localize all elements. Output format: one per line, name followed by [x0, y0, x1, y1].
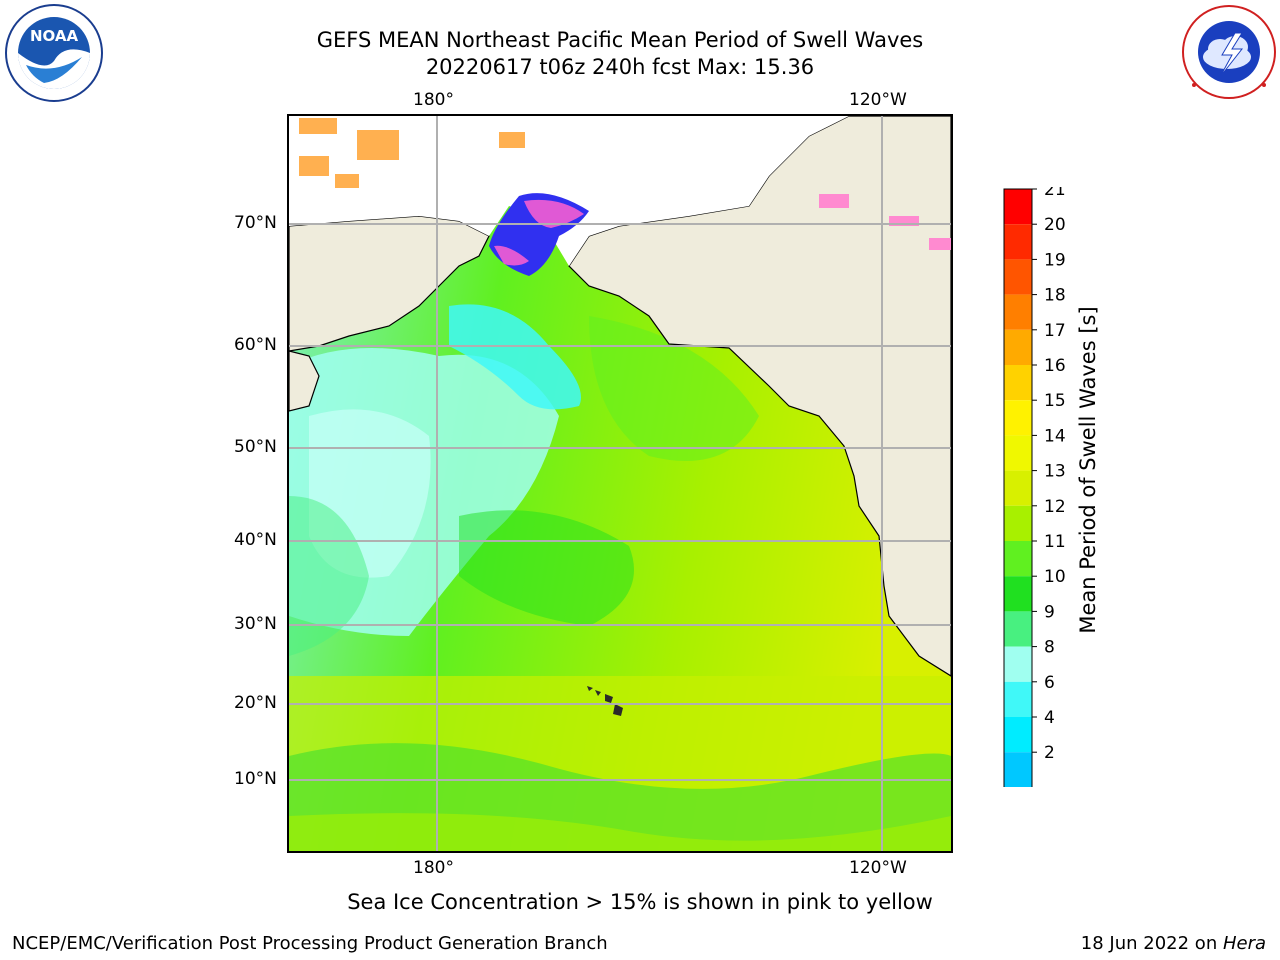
footer-date-text: 18 Jun 2022 on [1080, 933, 1223, 954]
lat-label-10n: 10°N [234, 769, 277, 789]
colorbar-segment [1004, 294, 1032, 330]
lat-label-30n: 30°N [234, 614, 277, 634]
colorbar-tick-label: 13 [1044, 462, 1066, 482]
colorbar-segment [1004, 505, 1032, 541]
colorbar-segment [1004, 752, 1032, 788]
colorbar-svg: 21 20 19 18 17 16 15 14 13 12 11 10 9 8 6 4 2 [1003, 180, 1066, 852]
lon-label-top-180: 180° [413, 90, 454, 110]
colorbar-tick-label: 14 [1044, 426, 1066, 446]
nws-logo [1180, 3, 1278, 101]
colorbar-tick-label: 19 [1044, 250, 1066, 270]
colorbar-segment [1004, 365, 1032, 401]
colorbar-segment [1004, 681, 1032, 717]
lon-label-bottom-180: 180° [413, 858, 454, 878]
footer-credit: NCEP/EMC/Verification Post Processing Pr… [12, 933, 608, 954]
colorbar-segment [1004, 646, 1032, 682]
colorbar-segment [1004, 400, 1032, 436]
colorbar-segment [1004, 470, 1032, 506]
colorbar: 21 20 19 18 17 16 15 14 13 12 11 10 9 8 6 4 2 [1000, 180, 1120, 852]
map-panel [287, 114, 953, 853]
colorbar-tick-label: 12 [1044, 497, 1066, 517]
colorbar-tick-label: 2 [1044, 743, 1055, 763]
lat-label-50n: 50°N [234, 437, 277, 457]
colorbar-tick-label: 10 [1044, 567, 1066, 587]
colorbar-segment [1004, 259, 1032, 295]
colorbar-segment [1004, 717, 1032, 753]
colorbar-segment [1004, 611, 1032, 647]
noaa-logo-text: NOAA [30, 27, 79, 45]
lat-label-60n: 60°N [234, 335, 277, 355]
chart-title: GEFS MEAN Northeast Pacific Mean Period … [316, 28, 924, 52]
footer-host: Hera [1222, 933, 1266, 954]
colorbar-tick-label: 17 [1044, 321, 1066, 341]
land-kamchatka [289, 350, 320, 412]
colorbar-segment [1004, 435, 1032, 471]
colorbar-tick-label: 16 [1044, 356, 1066, 376]
land-asia [289, 215, 490, 352]
colorbar-tick-label: 21 [1044, 187, 1066, 200]
lon-label-top-120w: 120°W [849, 90, 907, 110]
colorbar-tick-label: 15 [1044, 391, 1066, 411]
footer-date: 18 Jun 2022 on Hera [1081, 933, 1266, 954]
hawaii-islands [587, 686, 623, 716]
colorbar-label: Mean Period of Swell Waves [s] [1076, 306, 1100, 634]
colorbar-segment [1004, 329, 1032, 365]
colorbar-tick-label: 20 [1044, 215, 1066, 235]
colorbar-segment [1004, 224, 1032, 260]
land-north-america [568, 116, 951, 677]
colorbar-segment [1004, 576, 1032, 612]
colorbar-tick-label: 18 [1044, 286, 1066, 306]
colorbar-segment [1004, 541, 1032, 577]
lat-label-40n: 40°N [234, 530, 277, 550]
colorbar-tick-label: 8 [1044, 638, 1055, 658]
colorbar-tick-label: 4 [1044, 708, 1055, 728]
chart-subtitle: 20220617 t06z 240h fcst Max: 15.36 [425, 55, 815, 79]
colorbar-tick-label: 9 [1044, 602, 1055, 622]
lat-label-20n: 20°N [234, 693, 277, 713]
sea-ice-patch [299, 118, 337, 134]
colorbar-tick-label: 11 [1044, 532, 1066, 552]
lon-label-bottom-120w: 120°W [849, 858, 907, 878]
colorbar-segment [1004, 189, 1032, 225]
noaa-logo: NOAA [4, 3, 104, 103]
colorbar-tick-label: 6 [1044, 673, 1055, 693]
graticule [289, 116, 951, 851]
sea-ice-note: Sea Ice Concentration > 15% is shown in … [347, 890, 933, 914]
map-svg [289, 116, 951, 851]
lat-label-70n: 70°N [234, 213, 277, 233]
